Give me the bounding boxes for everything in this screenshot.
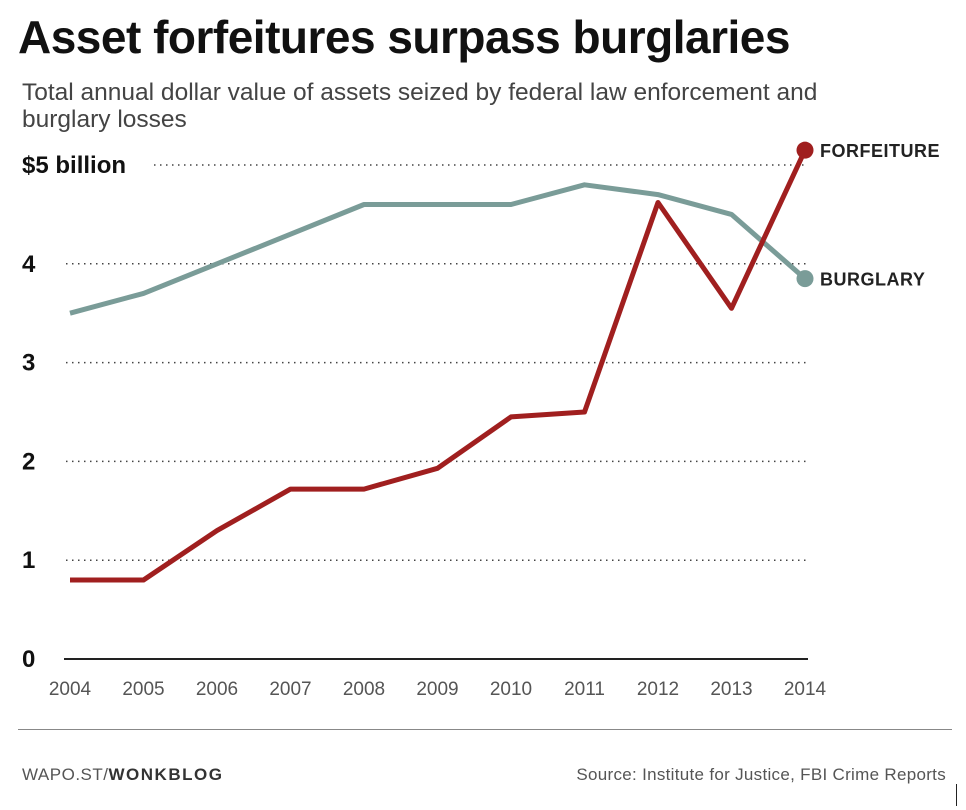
series-lines — [69, 141, 814, 583]
x-tick-label: 2012 — [637, 679, 679, 700]
x-tick-label: 2011 — [564, 679, 605, 700]
chart-title: Asset forfeitures surpass burglaries — [18, 11, 790, 63]
x-axis-labels: 2004 2005 2006 2007 2008 2009 2010 2011 2012 2013… — [49, 679, 827, 700]
series-endpoint-burglary — [796, 270, 814, 288]
footer-source: Source: Institute for Justice, FBI Crime… — [576, 765, 946, 784]
footer-site-prefix: WAPO.ST/ — [22, 765, 109, 784]
footer-credit: WAPO.ST/WONKBLOG — [22, 765, 223, 785]
y-tick-label: 3 — [22, 350, 35, 377]
y-tick-label: 1 — [22, 547, 35, 574]
series-labels: BURGLARY FORFEITURE — [820, 141, 940, 289]
gridlines — [64, 164, 808, 660]
x-tick-label: 2010 — [490, 679, 532, 700]
x-tick-label: 2005 — [122, 679, 164, 700]
line-chart: 0 1 2 3 4 $5 billion 2004 2005 2006 2007 2008 2009… — [22, 141, 940, 700]
x-tick-label: 2004 — [49, 679, 92, 700]
x-tick-label: 2014 — [784, 679, 827, 700]
series-label-forfeiture: FORFEITURE — [820, 141, 940, 161]
y-tick-label: 0 — [22, 646, 35, 673]
corner-mark — [956, 784, 957, 806]
x-tick-label: 2013 — [710, 679, 752, 700]
series-line-forfeiture — [70, 149, 808, 583]
x-tick-label: 2007 — [269, 679, 311, 700]
y-tick-label: 4 — [22, 251, 36, 278]
y-tick-label: 2 — [22, 448, 35, 475]
chart-subtitle: Total annual dollar value of assets seiz… — [22, 79, 818, 133]
y-tick-label: $5 billion — [22, 152, 126, 179]
x-tick-label: 2006 — [196, 679, 238, 700]
footer-divider — [18, 729, 952, 730]
x-tick-label: 2009 — [416, 679, 458, 700]
y-axis-labels: 0 1 2 3 4 $5 billion — [22, 152, 126, 673]
x-tick-label: 2008 — [343, 679, 385, 700]
series-line-burglary — [69, 182, 807, 316]
series-endpoint-forfeiture — [796, 141, 814, 159]
footer-site-section: WONKBLOG — [108, 765, 224, 784]
series-label-burglary: BURGLARY — [820, 270, 925, 290]
